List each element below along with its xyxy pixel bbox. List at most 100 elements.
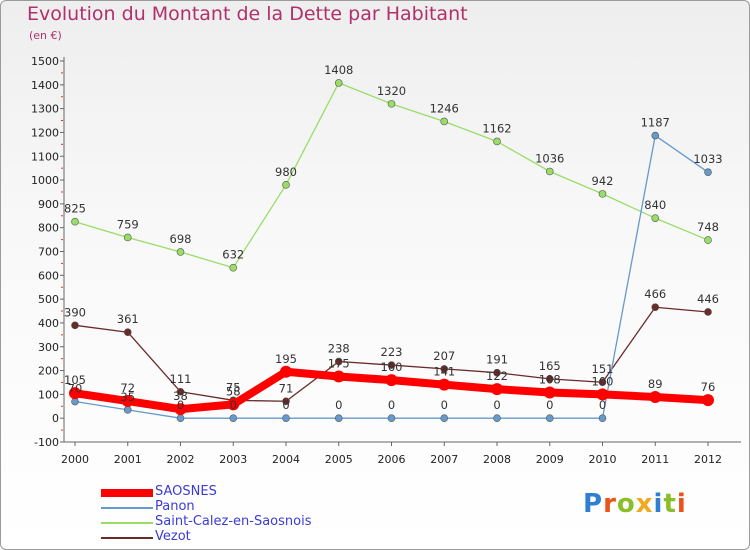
data-label: 122 (486, 369, 508, 383)
data-point (545, 167, 554, 176)
x-tick-label: 2012 (694, 453, 722, 466)
data-label: 89 (648, 377, 663, 391)
y-tick-label: -100 (34, 436, 59, 449)
data-label: 0 (230, 398, 237, 412)
data-label: 942 (592, 174, 614, 188)
data-label: 223 (381, 345, 403, 359)
y-tick-label: 1400 (31, 79, 59, 92)
data-point (123, 233, 132, 242)
y-tick-label: 600 (38, 269, 59, 282)
data-point (702, 394, 714, 407)
data-label: 1408 (324, 63, 353, 77)
data-point (493, 414, 501, 422)
x-tick-label: 2000 (61, 453, 89, 466)
data-point (598, 190, 607, 198)
legend-swatch (101, 489, 153, 497)
y-tick-label: 0 (52, 412, 59, 425)
data-point (229, 414, 238, 422)
data-label: 0 (441, 398, 448, 412)
data-label: 238 (328, 342, 350, 356)
data-label: 35 (120, 390, 135, 404)
legend-label: Vezot (155, 529, 191, 544)
data-point (227, 398, 240, 411)
y-tick-label: 1500 (31, 55, 59, 68)
data-point (387, 100, 396, 108)
data-label: 207 (433, 349, 455, 363)
data-point (491, 383, 503, 396)
data-label: 825 (64, 202, 86, 216)
data-point (493, 137, 501, 146)
y-tick-label: 700 (38, 246, 59, 259)
data-label: 1033 (693, 152, 722, 166)
y-tick-label: 300 (38, 341, 59, 354)
data-label: 840 (644, 198, 666, 212)
x-tick-label: 2004 (272, 453, 300, 466)
data-point (282, 181, 290, 189)
x-tick-label: 2008 (483, 453, 511, 466)
axes: -100010020030040050060070080090010001100… (31, 55, 741, 466)
data-labels: 825 759 698 632 980 1408 1320 1246 1162 1036 942 84… (64, 63, 723, 412)
data-point (282, 397, 290, 406)
data-point (598, 414, 607, 422)
data-point (545, 414, 554, 422)
data-label: 1162 (482, 121, 511, 135)
data-label: 0 (599, 398, 606, 412)
data-label: 100 (592, 374, 614, 388)
data-point (651, 214, 660, 222)
data-point (332, 370, 345, 383)
x-tick-label: 2001 (114, 453, 142, 466)
y-tick-label: 800 (38, 222, 59, 235)
legend-swatch (101, 507, 153, 509)
legend-swatch (101, 537, 153, 539)
data-point (651, 303, 660, 312)
data-label: 195 (275, 352, 297, 366)
data-label: 1320 (377, 84, 406, 98)
legend-label: Panon (155, 499, 195, 514)
data-point (280, 365, 292, 378)
data-label: 70 (68, 382, 83, 396)
data-label: 111 (170, 372, 192, 386)
legend-label: SAOSNES (155, 484, 217, 499)
y-tick-label: 1100 (31, 150, 59, 163)
data-point (545, 375, 554, 383)
data-label: 632 (222, 248, 244, 262)
data-label: 0 (282, 398, 289, 412)
data-point (651, 131, 660, 140)
chart-title: Evolution du Montant de la Dette par Hab… (27, 3, 468, 25)
data-point (71, 321, 79, 330)
y-tick-label: 1200 (31, 126, 59, 139)
data-label: 76 (701, 380, 716, 394)
data-point (174, 403, 187, 416)
data-point (334, 357, 343, 366)
data-label: 175 (328, 357, 350, 371)
x-tick-label: 2010 (589, 453, 617, 466)
data-label: 466 (644, 287, 666, 301)
data-label: 748 (697, 220, 719, 234)
data-label: 72 (120, 381, 135, 395)
data-point (493, 368, 501, 377)
data-label: 38 (173, 389, 188, 403)
y-tick-label: 1300 (31, 103, 59, 116)
data-point (334, 79, 343, 87)
data-point (704, 236, 712, 244)
data-label: 0 (388, 398, 395, 412)
x-tick-label: 2005 (325, 453, 353, 466)
data-label: 698 (170, 232, 192, 246)
data-label: 1246 (430, 101, 459, 115)
data-point (121, 395, 134, 408)
data-point (123, 328, 132, 337)
data-point (704, 308, 712, 316)
x-tick-label: 2003 (219, 453, 247, 466)
data-point (71, 217, 79, 226)
data-label: 108 (539, 372, 561, 386)
x-tick-label: 2009 (536, 453, 564, 466)
data-point (649, 390, 662, 403)
x-tick-label: 2006 (378, 453, 406, 466)
data-label: 0 (335, 398, 342, 412)
data-point (438, 378, 451, 391)
proxiti-logo: Proxiti (583, 489, 687, 519)
y-tick-label: 1000 (31, 174, 59, 187)
legend-swatch (101, 522, 153, 524)
data-label: 0 (177, 398, 184, 412)
